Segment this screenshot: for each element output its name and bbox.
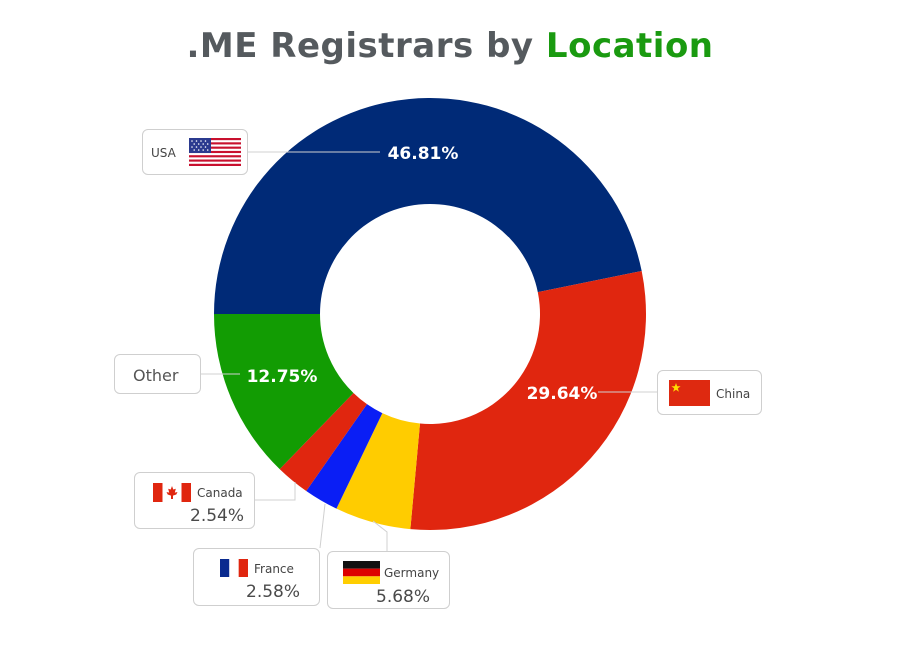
slice-label-usa: 46.81% xyxy=(388,144,459,164)
slice-other xyxy=(214,314,354,470)
germany-flag-icon xyxy=(343,561,380,584)
leader-line-france xyxy=(319,503,326,549)
callout-usa-name: USA xyxy=(151,146,176,160)
callout-germany-value: 5.68% xyxy=(376,587,431,607)
leader-line-canada xyxy=(255,482,296,501)
leader-line-germany xyxy=(372,520,388,551)
callout-canada: Canada 2.54% xyxy=(134,472,255,529)
slice-label-china: 29.64% xyxy=(527,384,598,404)
slice-france xyxy=(306,404,383,509)
callout-france-value: 2.58% xyxy=(246,582,301,602)
callout-other: Other xyxy=(114,354,201,394)
slice-canada xyxy=(279,392,367,492)
leader-lines xyxy=(201,151,657,551)
callout-other-name: Other xyxy=(133,366,179,385)
chart-title-accent: Location xyxy=(545,26,714,66)
callout-france: France 2.58% xyxy=(193,548,320,606)
slice-value-labels: 46.81% 29.64% 12.75% xyxy=(247,144,598,404)
canada-flag-icon xyxy=(153,483,191,502)
france-flag-icon xyxy=(220,559,248,577)
slice-germany xyxy=(336,413,420,530)
callout-china: China xyxy=(657,370,762,415)
callout-france-name: France xyxy=(254,562,294,576)
chart-title: .ME Registrars by Location xyxy=(186,26,714,66)
callout-usa: USA xyxy=(142,129,248,175)
slice-usa xyxy=(214,97,642,314)
slice-label-other: 12.75% xyxy=(247,367,318,387)
callout-germany-name: Germany xyxy=(384,566,440,580)
usa-flag-icon xyxy=(189,138,241,166)
callout-canada-value: 2.54% xyxy=(190,506,245,526)
china-flag-icon xyxy=(669,380,710,406)
callout-china-name: China xyxy=(716,387,751,401)
slice-china xyxy=(410,270,646,531)
callout-germany: Germany 5.68% xyxy=(327,551,450,609)
callout-canada-name: Canada xyxy=(197,486,243,500)
